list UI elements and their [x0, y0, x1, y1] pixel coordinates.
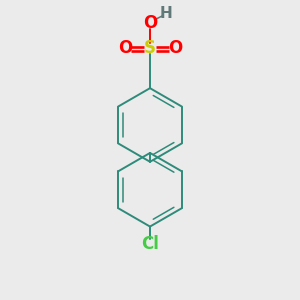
Text: O: O [168, 39, 182, 57]
Text: O: O [143, 14, 157, 32]
Text: S: S [144, 39, 156, 57]
Text: Cl: Cl [141, 235, 159, 253]
Text: O: O [118, 39, 132, 57]
Text: H: H [160, 6, 172, 21]
